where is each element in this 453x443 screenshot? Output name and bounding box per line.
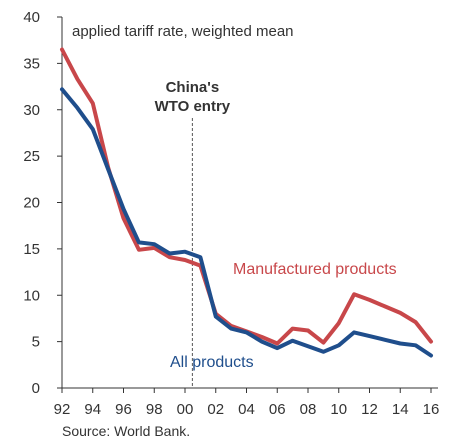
- wto-annotation-line1: China's: [166, 79, 220, 96]
- x-tick-label: 96: [115, 401, 132, 418]
- wto-annotation-line2: WTO entry: [155, 98, 231, 115]
- x-tick-label: 14: [392, 401, 409, 418]
- x-tick-label: 08: [300, 401, 317, 418]
- wto-annotation: China's WTO entry: [155, 79, 231, 388]
- x-tick-label: 02: [207, 401, 224, 418]
- x-tick-label: 94: [84, 401, 101, 418]
- x-tick-label: 98: [146, 401, 163, 418]
- x-tick-label: 92: [54, 401, 71, 418]
- x-tick-label: 12: [361, 401, 378, 418]
- y-tick-label: 5: [32, 334, 40, 351]
- source-note: Source: World Bank.: [62, 423, 190, 439]
- series-layer: [60, 47, 433, 358]
- x-tick-label: 10: [330, 401, 347, 418]
- x-axis-ticks: 92 94 96 98 00 02 04 06 08 10 12 14 16: [54, 388, 440, 418]
- y-tick-label: 40: [23, 9, 40, 26]
- y-tick-label: 10: [23, 287, 40, 304]
- y-tick-label: 30: [23, 102, 40, 119]
- x-tick-label: 16: [423, 401, 440, 418]
- series-label-all-products: All products: [170, 354, 254, 371]
- y-tick-label: 20: [23, 195, 40, 212]
- series-line-all-products: [60, 87, 433, 358]
- series-label-manufactured: Manufactured products: [233, 261, 397, 278]
- y-tick-label: 0: [32, 380, 40, 397]
- x-tick-label: 06: [269, 401, 286, 418]
- y-tick-label: 15: [23, 241, 40, 258]
- x-tick-label: 00: [177, 401, 194, 418]
- x-tick-label: 04: [238, 401, 255, 418]
- y-tick-label: 25: [23, 148, 40, 165]
- chart-subtitle: applied tariff rate, weighted mean: [72, 23, 294, 40]
- y-tick-label: 35: [23, 55, 40, 72]
- y-axis-ticks: 0 5 10 15 20 25 30 35 40: [23, 9, 62, 397]
